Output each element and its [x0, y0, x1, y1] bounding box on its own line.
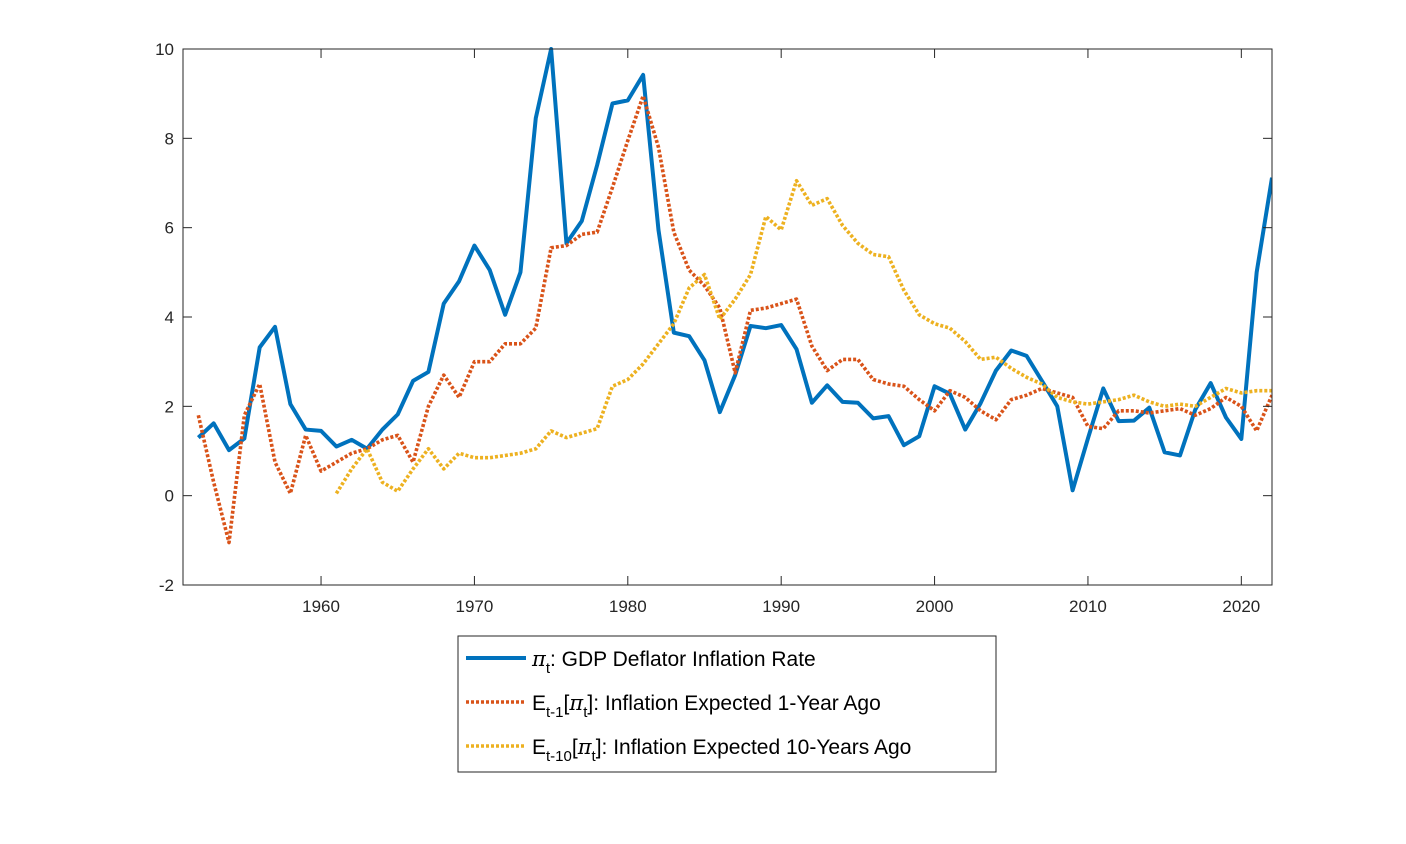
y-tick-label: -2 — [159, 576, 174, 595]
series-line-1 — [196, 47, 1272, 493]
legend-label: Et-10[πt]: Inflation Expected 10-Years A… — [532, 735, 911, 765]
legend: πt: GDP Deflator Inflation Rate Et-1[πt]:… — [457, 635, 997, 773]
y-tick-label: 6 — [165, 219, 174, 238]
x-tick-label: 2000 — [916, 597, 954, 616]
series-layer — [196, 47, 1272, 545]
legend-label: Et-1[πt]: Inflation Expected 1-Year Ago — [532, 691, 881, 721]
y-tick-label: 4 — [165, 308, 174, 327]
axis-ticks: 1960 1970 1980 1990 2000 2010 2020 -2 0 2 4 6 8 10 — [155, 40, 1272, 616]
legend-box — [457, 635, 997, 773]
y-tick-label: 8 — [165, 129, 174, 148]
x-tick-label: 2010 — [1069, 597, 1107, 616]
y-tick-label: 2 — [165, 397, 174, 416]
legend-label: πt: GDP Deflator Inflation Rate — [531, 647, 816, 677]
plot-area-frame — [182, 48, 1273, 586]
x-tick-label: 2020 — [1222, 597, 1260, 616]
x-tick-label: 1960 — [302, 597, 340, 616]
legend-item-2: Et-1[πt]: Inflation Expected 1-Year Ago — [466, 691, 881, 721]
y-tick-label: 0 — [165, 487, 174, 506]
x-tick-label: 1970 — [456, 597, 494, 616]
x-tick-label: 1980 — [609, 597, 647, 616]
series-line-3 — [334, 178, 1272, 495]
y-tick-label: 10 — [155, 40, 174, 59]
legend-item-1: πt: GDP Deflator Inflation Rate — [466, 647, 816, 677]
x-tick-label: 1990 — [762, 597, 800, 616]
series-line-2 — [196, 94, 1272, 545]
legend-item-3: Et-10[πt]: Inflation Expected 10-Years A… — [466, 735, 911, 765]
